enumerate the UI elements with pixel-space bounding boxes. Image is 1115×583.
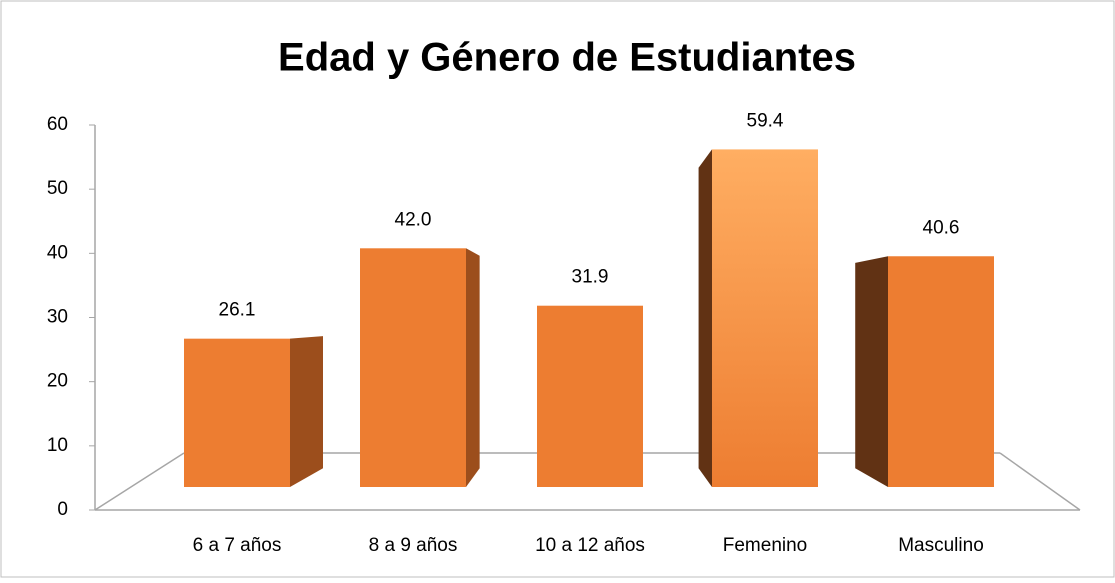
y-tick-label: 50: [47, 178, 68, 199]
bar: [712, 149, 818, 487]
y-tick-label: 20: [47, 371, 68, 392]
value-label: 59.4: [747, 110, 784, 131]
bar: [537, 305, 643, 487]
chart-title: Edad y Género de Estudiantes: [278, 36, 856, 80]
value-label: 40.6: [923, 217, 960, 238]
x-tick-label: Masculino: [898, 535, 984, 556]
x-tick-label: 8 a 9 años: [369, 535, 458, 556]
bar: [184, 338, 290, 487]
bar-side: [855, 256, 888, 487]
value-label: 26.1: [219, 300, 256, 321]
bar: [888, 256, 994, 487]
bar-side: [466, 248, 480, 487]
x-tick-label: 10 a 12 años: [535, 535, 645, 556]
x-tick-label: 6 a 7 años: [193, 535, 282, 556]
bar-side: [290, 336, 323, 487]
y-tick-label: 60: [47, 114, 68, 135]
value-label: 31.9: [572, 267, 609, 288]
y-tick-label: 0: [57, 499, 68, 520]
y-tick-label: 30: [47, 307, 68, 328]
x-tick-label: Femenino: [723, 535, 808, 556]
bar: [360, 248, 466, 487]
y-tick-label: 10: [47, 435, 68, 456]
value-label: 42.0: [395, 209, 432, 230]
bar-side: [698, 149, 712, 487]
y-tick-label: 40: [47, 242, 68, 263]
